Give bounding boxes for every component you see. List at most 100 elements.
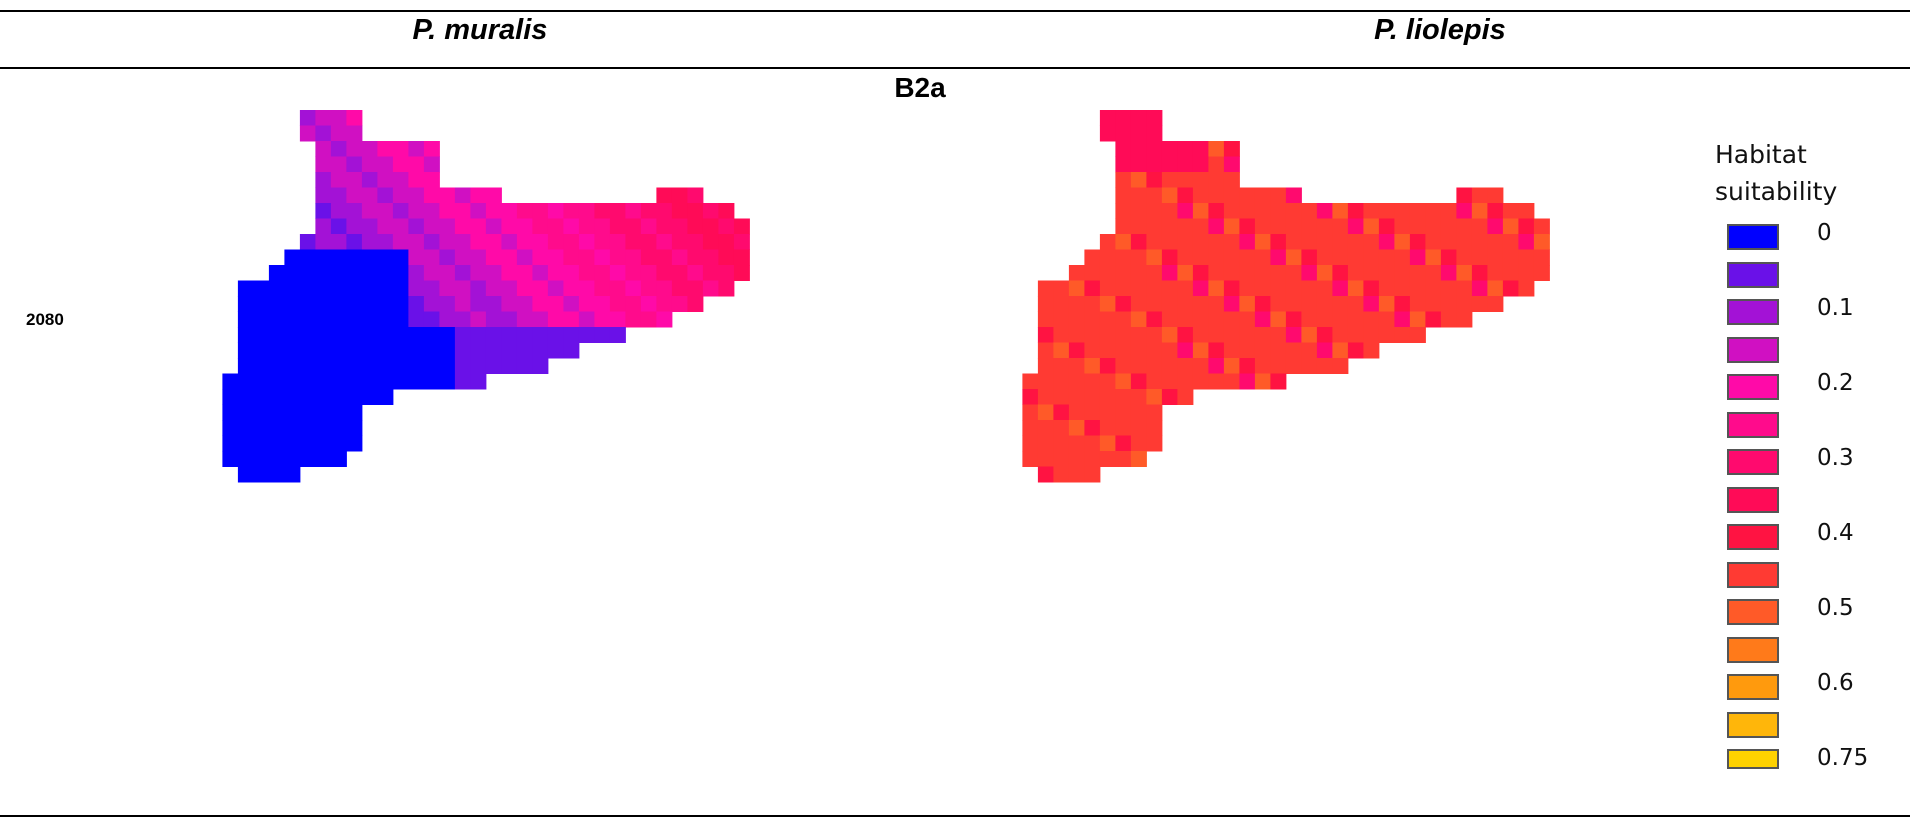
map-cell (454, 342, 471, 359)
map-cell (1130, 435, 1147, 452)
map-cell (1270, 249, 1287, 266)
map-cell (656, 203, 673, 219)
map-cell (702, 265, 719, 281)
map-cell (454, 358, 471, 374)
map-cell (1208, 203, 1225, 219)
map-cell (1316, 296, 1333, 312)
map-cell (1161, 311, 1178, 328)
map-cell (1130, 141, 1147, 157)
map-cell (253, 342, 270, 359)
map-cell (346, 389, 363, 405)
map-cell (439, 280, 456, 297)
map-cell (1332, 249, 1349, 266)
map-cell (1239, 187, 1256, 204)
map-cell (1347, 342, 1364, 359)
map-cell (284, 280, 301, 297)
map-cell (237, 280, 254, 297)
map-cell (1502, 203, 1519, 219)
map-cell (1223, 218, 1240, 235)
map-cell (439, 296, 456, 312)
map-cell (485, 358, 502, 374)
map-cell (1347, 203, 1364, 219)
map-cell (1099, 358, 1116, 374)
map-cell (1254, 265, 1271, 281)
map-cell (532, 342, 549, 359)
map-cell (268, 435, 285, 452)
map-cell (501, 311, 518, 328)
map-cell (609, 311, 626, 328)
map-cell (1115, 156, 1132, 173)
map-cell (470, 327, 487, 343)
map-cell (423, 311, 440, 328)
map-cell (1502, 234, 1519, 250)
map-cell (284, 265, 301, 281)
map-cell (609, 265, 626, 281)
map-cell (1270, 187, 1287, 204)
map-cell (1332, 342, 1349, 359)
map-cell (1487, 203, 1504, 219)
map-cell (361, 311, 378, 328)
map-cell (1270, 342, 1287, 359)
map-cell (1192, 373, 1209, 390)
map-cell (1037, 280, 1054, 297)
map-cell (516, 265, 533, 281)
map-cell (1192, 187, 1209, 204)
map-cell (1177, 234, 1194, 250)
legend-swatch (1727, 449, 1779, 475)
map-cell (1487, 280, 1504, 297)
map-cell (1037, 342, 1054, 359)
map-cell (1316, 218, 1333, 235)
map-cell (671, 234, 688, 250)
map-cell (346, 110, 363, 126)
map-cell (656, 265, 673, 281)
map-cell (1471, 203, 1488, 219)
map-cell (1223, 342, 1240, 359)
map-cell (439, 187, 456, 204)
map-cell (1471, 249, 1488, 266)
map-cell (1130, 218, 1147, 235)
map-cell (1130, 358, 1147, 374)
map-cell (1347, 234, 1364, 250)
map-cell (1099, 249, 1116, 266)
map-cell (237, 311, 254, 328)
map-cell (1053, 389, 1070, 405)
map-cell (454, 234, 471, 250)
map-cell (532, 327, 549, 343)
map-cell (1053, 466, 1070, 483)
map-cell (1301, 203, 1318, 219)
map-cell (1208, 327, 1225, 343)
map-cell (1161, 373, 1178, 390)
map-cell (470, 296, 487, 312)
map-cell (1068, 404, 1085, 421)
map-cell (268, 265, 285, 281)
map-cell (1068, 358, 1085, 374)
map-cell (640, 296, 657, 312)
map-cell (361, 280, 378, 297)
legend-title-line1: Habitat (1715, 140, 1807, 169)
map-cell (284, 451, 301, 467)
map-cell (1192, 172, 1209, 188)
map-cell (1208, 265, 1225, 281)
map-cell (361, 203, 378, 219)
map-cell (423, 234, 440, 250)
map-cell (346, 234, 363, 250)
map-cell (299, 110, 316, 126)
map-cell (408, 249, 425, 266)
map-cell (361, 296, 378, 312)
map-cell (1394, 280, 1411, 297)
map-cell (284, 311, 301, 328)
map-cell (1270, 327, 1287, 343)
map-cell (1425, 218, 1442, 235)
map-cell (1456, 249, 1473, 266)
map-cell (1037, 311, 1054, 328)
map-cell (718, 203, 735, 219)
map-cell (1316, 265, 1333, 281)
map-cell (578, 296, 595, 312)
map-cell (222, 435, 239, 452)
map-cell (330, 172, 347, 188)
map-cell (1192, 234, 1209, 250)
map-cell (532, 280, 549, 297)
map-cell (439, 265, 456, 281)
map-cell (346, 327, 363, 343)
map-cell (284, 327, 301, 343)
